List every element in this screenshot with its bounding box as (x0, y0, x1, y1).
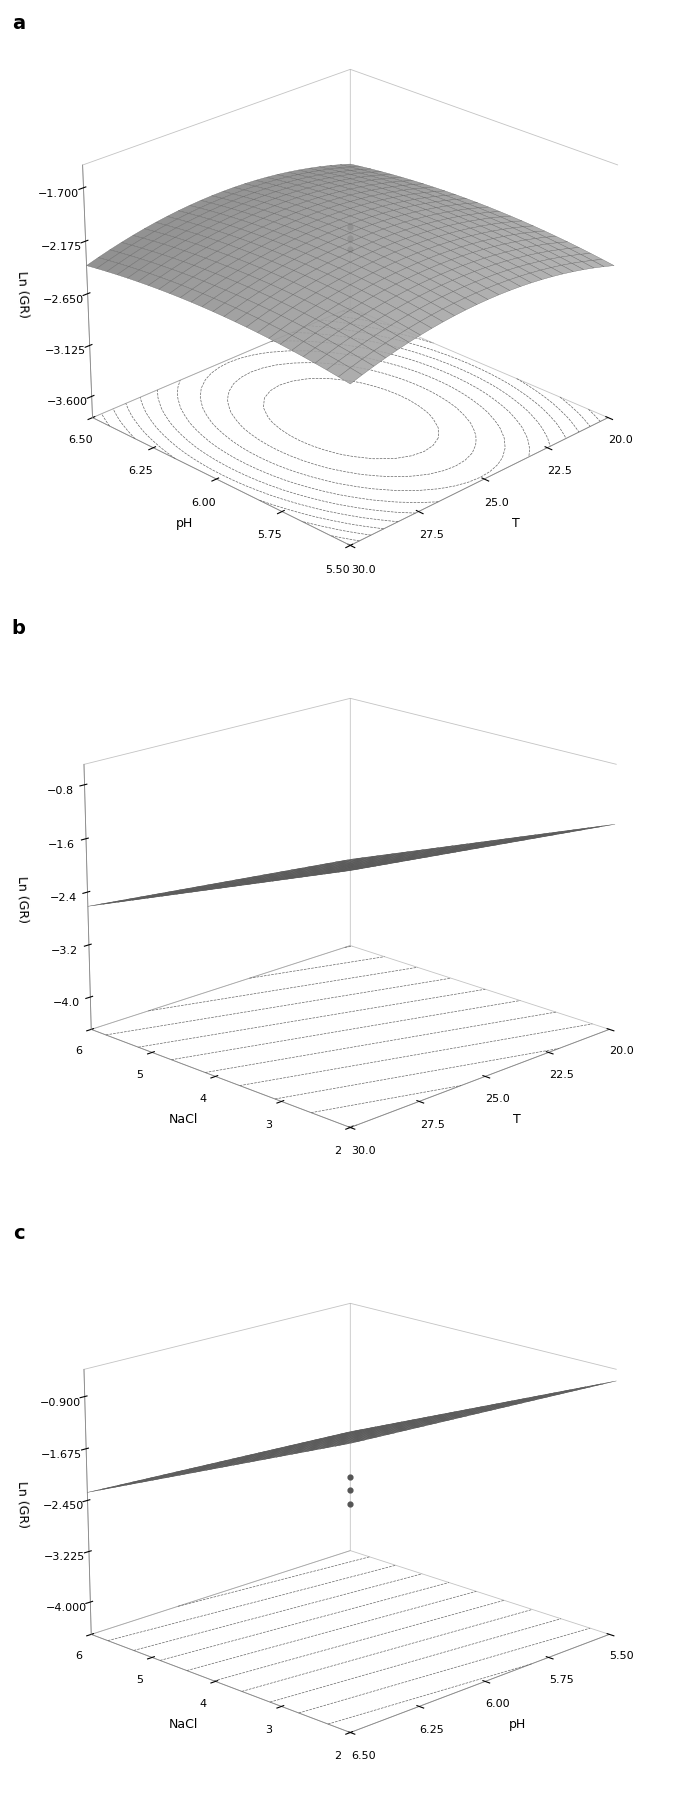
Text: c: c (14, 1223, 25, 1243)
X-axis label: pH: pH (509, 1718, 526, 1731)
Y-axis label: NaCl: NaCl (169, 1112, 198, 1126)
Text: b: b (11, 619, 25, 637)
Y-axis label: pH: pH (176, 517, 193, 530)
X-axis label: T: T (514, 1112, 521, 1126)
X-axis label: T: T (512, 517, 520, 530)
Y-axis label: NaCl: NaCl (169, 1718, 198, 1731)
Text: a: a (12, 15, 25, 33)
